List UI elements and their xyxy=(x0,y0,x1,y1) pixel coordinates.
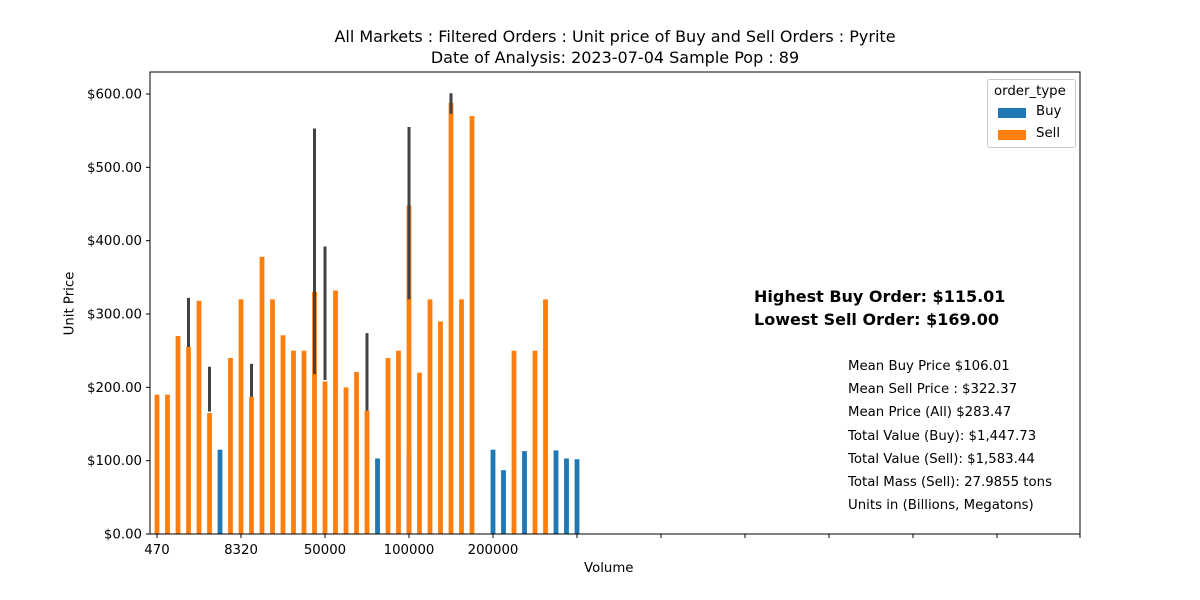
mean-sell-text: Mean Sell Price : $322.37 xyxy=(848,382,1018,397)
sell-bar xyxy=(322,381,328,534)
y-tick-label: $500.00 xyxy=(87,161,142,176)
buy-bar xyxy=(564,458,569,534)
sell-bar xyxy=(469,116,475,534)
buy-bar xyxy=(574,459,580,534)
x-axis-label: Volume xyxy=(584,561,634,576)
lowest-sell-text: Lowest Sell Order: $169.00 xyxy=(754,310,1000,329)
legend-swatch-buy xyxy=(998,108,1026,118)
sell-bar xyxy=(259,256,265,534)
sell-bar xyxy=(175,336,181,534)
y-axis: $0.00 $100.00 $200.00 $300.00 $400.00 $500.00… xyxy=(87,88,150,543)
sell-bar xyxy=(427,299,433,534)
sell-bar xyxy=(249,396,254,534)
x-axis: 470 8320 50000 100000 200000 xyxy=(144,534,1081,558)
sell-bar xyxy=(438,321,443,534)
sell-bar xyxy=(196,300,202,534)
y-axis-label: Unit Price xyxy=(62,271,78,336)
buy-bar xyxy=(522,451,527,534)
sell-bar xyxy=(207,413,212,534)
sell-bar xyxy=(385,358,391,534)
buy-bar xyxy=(217,449,223,534)
total-mass-sell-text: Total Mass (Sell): 27.9855 tons xyxy=(848,475,1052,490)
sell-bar xyxy=(238,299,244,534)
sell-bar xyxy=(417,372,422,534)
buy-bar xyxy=(501,470,506,534)
units-text: Units in (Billions, Megatons) xyxy=(848,498,1034,513)
y-tick-label: $400.00 xyxy=(87,234,142,249)
total-value-buy-text: Total Value (Buy): $1,447.73 xyxy=(848,429,1037,444)
total-value-sell-text: Total Value (Sell): $1,583.44 xyxy=(848,452,1035,467)
buy-bar xyxy=(375,458,380,534)
legend-swatch-sell xyxy=(998,130,1026,140)
sell-bar xyxy=(154,394,160,534)
legend-title: order_type xyxy=(994,84,1066,99)
y-tick-label: $300.00 xyxy=(87,308,142,323)
bars-layer xyxy=(154,102,580,535)
highest-buy-text: Highest Buy Order: $115.01 xyxy=(754,287,1006,306)
buy-bar xyxy=(553,450,559,534)
sell-bar xyxy=(364,410,370,534)
sell-bar xyxy=(165,394,170,534)
sell-bar xyxy=(301,350,307,534)
sell-bar xyxy=(333,290,338,534)
y-tick-label: $600.00 xyxy=(87,88,142,103)
chart-subtitle: Date of Analysis: 2023-07-04 Sample Pop … xyxy=(430,48,800,67)
sell-bar xyxy=(406,205,412,534)
y-tick-label: $100.00 xyxy=(87,454,142,469)
sell-bar xyxy=(448,102,454,535)
sell-bar xyxy=(270,299,275,534)
buy-bar xyxy=(490,449,496,534)
sell-bar xyxy=(532,350,538,534)
sell-bar xyxy=(543,299,548,534)
legend: order_type Buy Sell xyxy=(987,79,1076,148)
chart-title: All Markets : Filtered Orders : Unit pri… xyxy=(334,27,896,46)
legend-label-buy: Buy xyxy=(1036,104,1062,119)
x-tick-label: 470 xyxy=(144,543,169,558)
x-tick-label: 100000 xyxy=(384,543,435,558)
sell-bar xyxy=(280,335,286,534)
y-tick-label: $200.00 xyxy=(87,381,142,396)
sell-bar xyxy=(312,292,317,534)
legend-label-sell: Sell xyxy=(1036,126,1061,141)
x-tick-label: 8320 xyxy=(224,543,258,558)
sell-bar xyxy=(343,387,349,534)
error-bars-layer xyxy=(187,93,453,412)
mean-all-text: Mean Price (All) $283.47 xyxy=(848,405,1012,420)
sell-bar xyxy=(354,371,359,534)
sell-bar xyxy=(459,299,464,534)
sell-bar xyxy=(291,350,296,534)
y-tick-label: $0.00 xyxy=(104,528,142,543)
x-tick-label: 50000 xyxy=(304,543,346,558)
sell-bar xyxy=(186,347,191,534)
plot-frame xyxy=(149,71,1081,535)
mean-buy-text: Mean Buy Price $106.01 xyxy=(848,359,1010,374)
sell-bar xyxy=(396,350,401,534)
sell-bar xyxy=(511,350,517,534)
sell-bar xyxy=(228,358,233,534)
x-tick-label: 200000 xyxy=(468,543,519,558)
